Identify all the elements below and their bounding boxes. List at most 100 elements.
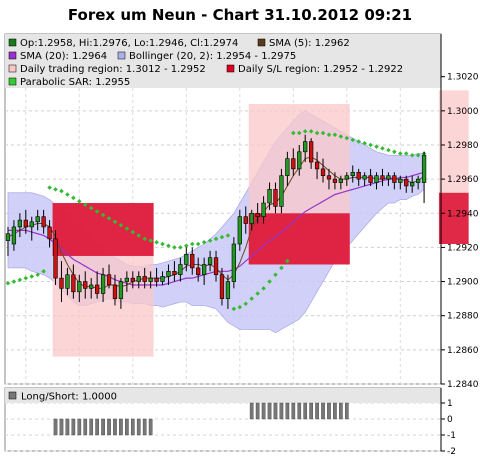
candle-body: [118, 281, 124, 299]
daily-sl-region: [248, 213, 350, 265]
signal-tick-label: -1: [447, 431, 456, 441]
candle-body: [237, 216, 242, 245]
signal-bar: [130, 418, 135, 436]
sar-point: [77, 199, 82, 204]
signal-bar: [333, 402, 337, 420]
candle: [148, 271, 153, 289]
candle-body: [249, 212, 254, 224]
signal-tick-label: -2: [447, 447, 456, 457]
candle: [118, 278, 124, 309]
candle: [124, 271, 130, 292]
candle-body: [89, 284, 94, 289]
candle-body: [326, 175, 332, 180]
sar-point: [65, 192, 70, 197]
signal-bar: [89, 418, 94, 436]
daily-sl-region: [438, 192, 469, 244]
sar-point: [273, 272, 278, 277]
price-tick-label: 1.3000: [447, 107, 479, 117]
candle-body: [374, 175, 379, 183]
candle-body: [172, 271, 177, 276]
sar-point: [279, 265, 284, 271]
candle-body: [166, 271, 171, 277]
legend-label-sar: Parabolic SAR: 1.2955: [20, 77, 130, 88]
sar-point: [94, 209, 100, 214]
candle-body: [320, 168, 326, 177]
signal-axis: 1 0 -1 -2: [440, 388, 456, 457]
candle-body: [392, 175, 397, 183]
candle-body: [231, 243, 237, 282]
candle: [219, 267, 225, 306]
candle: [326, 168, 332, 190]
candle-body: [285, 158, 290, 177]
candle-body: [350, 171, 355, 177]
signal-legend-swatch: [8, 391, 17, 400]
signal-bar: [101, 418, 105, 436]
candle-body: [41, 216, 46, 228]
candle-body: [190, 253, 195, 269]
candle-body: [332, 178, 338, 183]
candle-body: [160, 276, 165, 282]
candle: [421, 151, 427, 204]
candle-body: [410, 182, 415, 187]
candle: [398, 175, 403, 190]
signal-bar: [249, 402, 254, 420]
sar-point: [112, 219, 118, 225]
legend-swatch-sl: [226, 64, 235, 73]
candle: [53, 230, 58, 285]
sar-point: [88, 205, 94, 211]
candle-body: [308, 141, 314, 163]
signal-bar: [344, 402, 349, 420]
candle: [255, 203, 260, 224]
candle-body: [338, 178, 344, 183]
candle-body: [29, 221, 34, 228]
sar-point: [296, 130, 302, 136]
candle: [415, 175, 421, 190]
candle: [35, 209, 40, 231]
sar-point: [23, 275, 29, 281]
candle: [112, 274, 118, 306]
candle: [166, 264, 171, 285]
chart-title: Forex um Neun - Chart 31.10.2012 09:21: [68, 6, 412, 24]
candle-body: [303, 141, 308, 153]
candle: [320, 158, 326, 183]
candle: [5, 226, 11, 256]
candle-body: [201, 264, 207, 276]
candle-body: [297, 151, 302, 170]
candle: [213, 250, 219, 282]
candle-body: [344, 175, 349, 180]
candle: [136, 271, 141, 289]
candle: [303, 134, 308, 163]
price-tick-label: 1.2920: [447, 243, 479, 253]
candle-body: [154, 277, 159, 282]
candle: [106, 264, 112, 289]
sar-point: [267, 279, 272, 284]
candle-body: [35, 216, 40, 223]
candle: [332, 172, 338, 190]
candle: [83, 271, 88, 299]
price-tick-label: 1.3020: [447, 73, 479, 83]
signal-bar: [303, 402, 308, 420]
sar-point: [100, 212, 106, 218]
candle: [261, 196, 266, 224]
candle-body: [53, 238, 58, 279]
candle: [178, 257, 183, 282]
candle: [190, 247, 195, 275]
candle-body: [5, 233, 11, 241]
candle-body: [94, 284, 100, 294]
sar-point: [386, 147, 391, 153]
price-content: [5, 90, 469, 357]
candle-body: [65, 274, 70, 289]
candle: [267, 182, 272, 210]
candle-body: [243, 216, 248, 224]
sar-point: [231, 306, 237, 312]
candle: [160, 271, 165, 285]
price-axis: 1.2840 1.2860 1.2880 1.2900 1.2920 1.2940 1.29…: [440, 34, 479, 390]
candle-body: [404, 178, 409, 187]
candle-body: [130, 277, 135, 282]
candle-body: [398, 178, 403, 183]
legend-label-boll: Bollinger (20, 2): 1.2954 - 1.2975: [129, 51, 296, 62]
signal-bar: [95, 418, 99, 436]
candle: [285, 151, 290, 186]
candle: [89, 278, 94, 299]
candle: [196, 257, 201, 282]
